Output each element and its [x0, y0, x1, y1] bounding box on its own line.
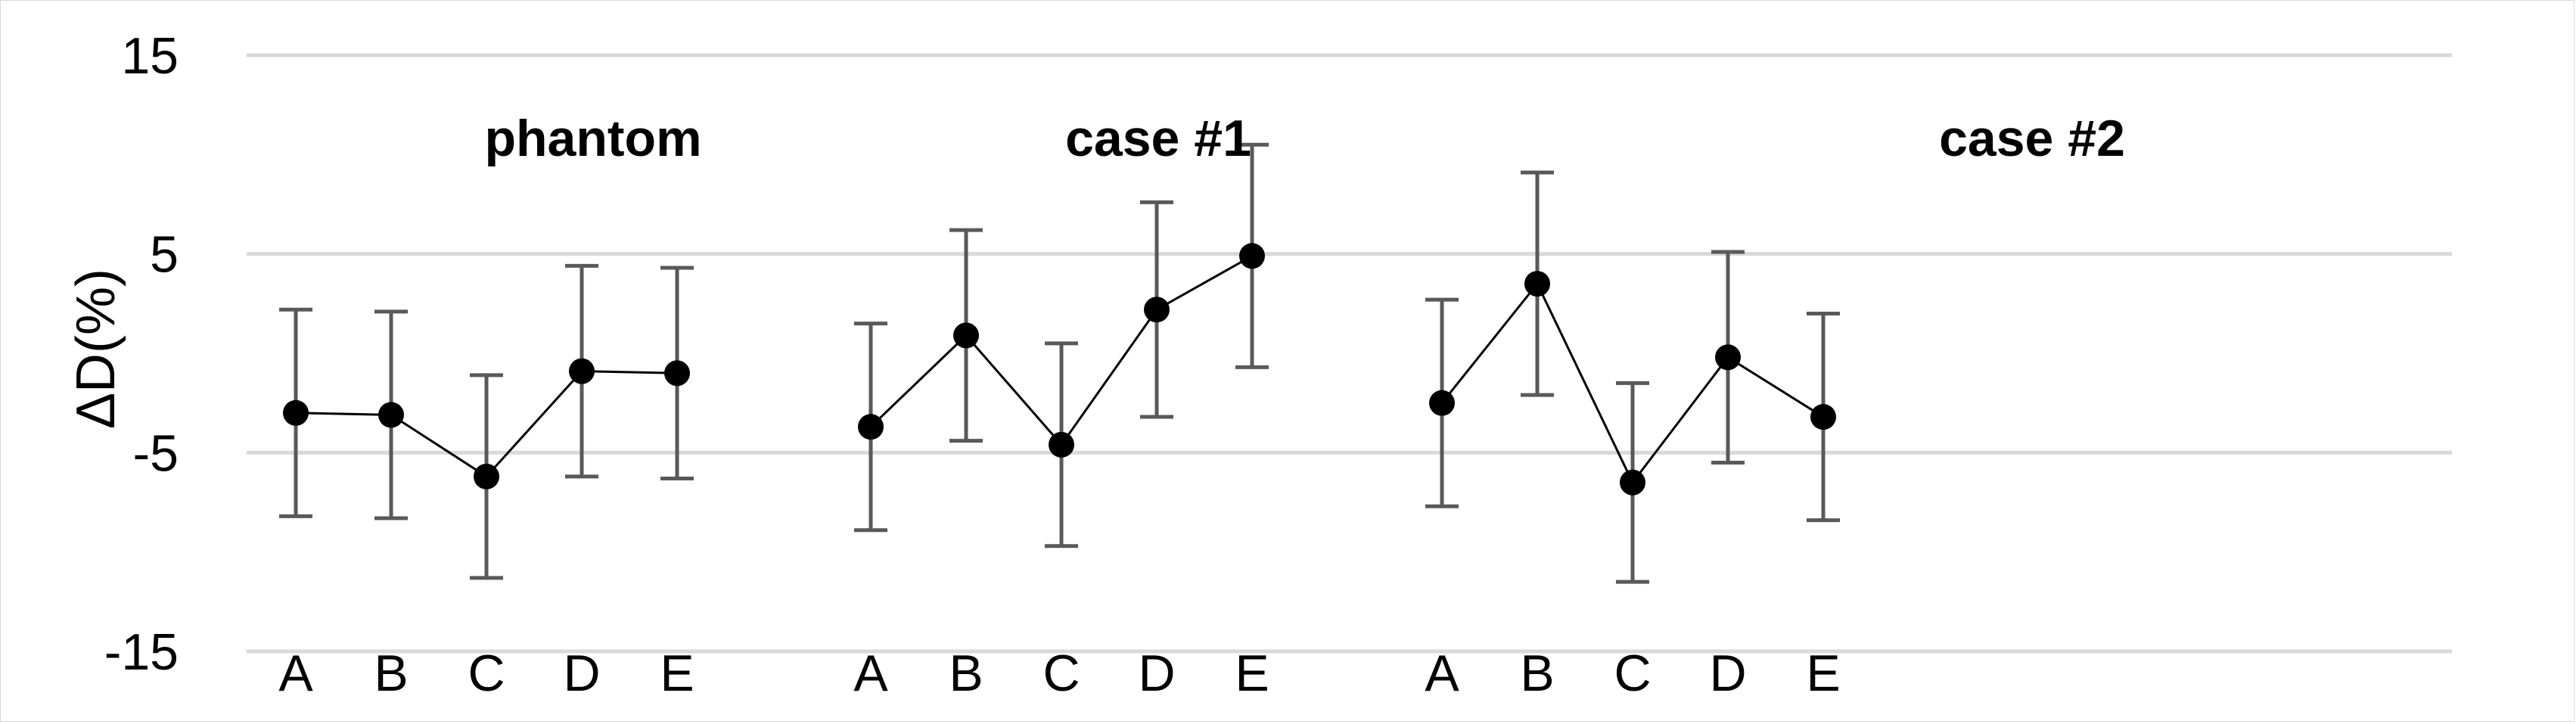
- data-point: [1429, 390, 1455, 416]
- data-point: [1239, 243, 1265, 269]
- category-label: C: [1614, 645, 1651, 702]
- category-label: C: [1043, 645, 1080, 702]
- y-axis-ticks: 15 5 -5 -15: [104, 27, 179, 681]
- category-label: A: [1425, 645, 1459, 702]
- category-label: A: [853, 645, 888, 702]
- category-label: E: [1806, 645, 1840, 702]
- group-title: case #2: [1939, 110, 2125, 167]
- data-point: [1620, 469, 1645, 496]
- data-point: [378, 402, 404, 428]
- data-point: [569, 358, 595, 384]
- category-label: D: [563, 645, 600, 702]
- y-tick-label: -5: [133, 424, 179, 482]
- category-label: D: [1138, 645, 1175, 702]
- group-title: case #1: [1065, 110, 1251, 167]
- data-point: [1810, 404, 1836, 430]
- gridlines: [247, 53, 2452, 654]
- category-label: A: [278, 645, 313, 702]
- y-tick-label: 5: [150, 226, 179, 284]
- category-label: C: [468, 645, 505, 702]
- data-point: [1144, 297, 1170, 323]
- category-label: B: [1520, 645, 1554, 702]
- data-point: [953, 322, 979, 349]
- data-point: [664, 360, 690, 387]
- data-point: [1715, 344, 1741, 371]
- group-title: phantom: [484, 110, 701, 167]
- category-label: B: [949, 645, 983, 702]
- data-point: [1049, 431, 1074, 458]
- category-label: E: [660, 645, 694, 702]
- group-titles: phantom case #1 case #2: [484, 110, 2124, 167]
- y-tick-label: 15: [121, 27, 179, 85]
- data-point: [283, 399, 309, 426]
- y-axis-title: ΔD(%): [66, 269, 126, 429]
- category-label: B: [374, 645, 408, 702]
- data-point: [474, 463, 499, 489]
- data-point: [858, 414, 884, 440]
- data-point: [1524, 271, 1550, 297]
- category-label: D: [1709, 645, 1746, 702]
- series-layer: [279, 142, 1840, 584]
- category-label: E: [1235, 645, 1269, 702]
- y-tick-label: -15: [104, 623, 179, 681]
